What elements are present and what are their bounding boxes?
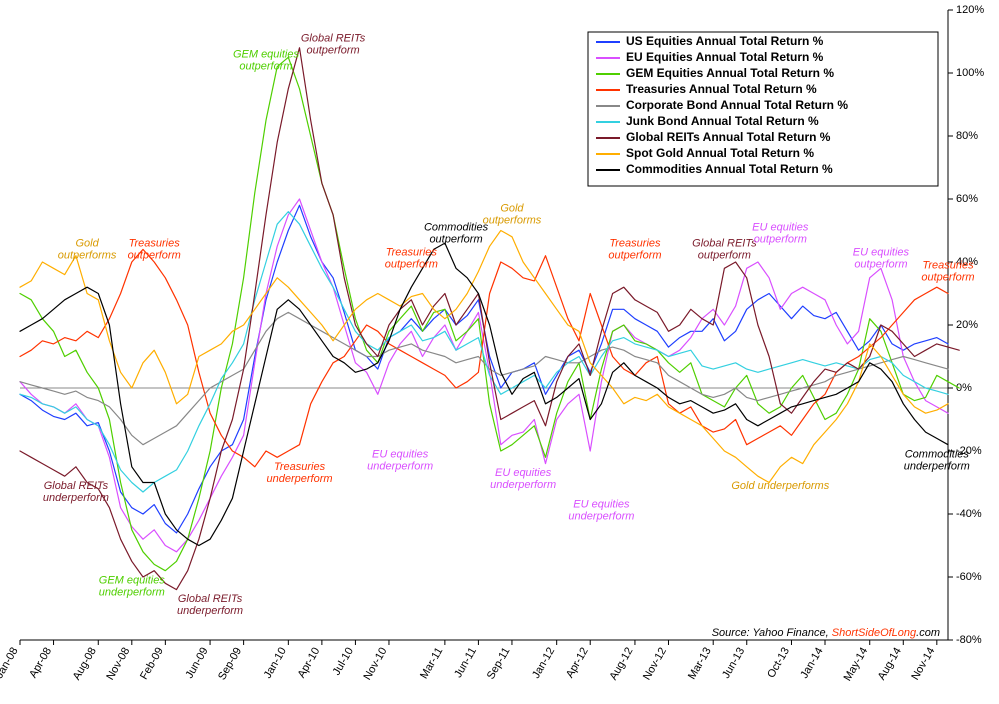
chart-annotation: outperform bbox=[921, 271, 974, 283]
y-tick-label: 120% bbox=[956, 4, 984, 16]
x-tick-label: Jun-11 bbox=[452, 646, 479, 680]
x-tick-label: Oct-13 bbox=[765, 646, 792, 681]
chart-annotation: Global REITs bbox=[44, 480, 109, 492]
x-tick-label: Aug-14 bbox=[876, 646, 904, 683]
chart-container: -80%-60%-40%-20%0%20%40%60%80%100%120%Ja… bbox=[0, 0, 999, 704]
source-citation: Source: Yahoo Finance, ShortSideOfLong.c… bbox=[712, 627, 940, 639]
x-tick-label: Mar-13 bbox=[686, 646, 714, 682]
legend-label: Corporate Bond Annual Total Return % bbox=[626, 98, 848, 112]
chart-annotation: outperform bbox=[128, 249, 181, 261]
x-tick-label: Nov-08 bbox=[104, 646, 132, 683]
chart-annotation: underperform bbox=[367, 460, 433, 472]
chart-annotation: Global REITs bbox=[692, 237, 757, 249]
x-tick-label: Sep-11 bbox=[485, 646, 513, 682]
y-tick-label: 80% bbox=[956, 130, 978, 142]
chart-annotation: GEM equities bbox=[99, 574, 166, 586]
y-tick-label: -60% bbox=[956, 571, 982, 583]
chart-annotation: Treasuries bbox=[129, 237, 181, 249]
x-tick-label: Aug-12 bbox=[607, 646, 635, 683]
chart-annotation: underperform bbox=[568, 511, 634, 523]
x-tick-label: Nov-10 bbox=[361, 646, 389, 683]
chart-annotation: outperform bbox=[854, 259, 907, 271]
x-tick-label: Nov-14 bbox=[909, 646, 937, 683]
y-tick-label: 60% bbox=[956, 193, 978, 205]
x-tick-label: Jun-13 bbox=[720, 646, 747, 681]
x-tick-label: May-14 bbox=[842, 646, 871, 684]
chart-annotation: outperforms bbox=[58, 249, 117, 261]
y-tick-label: -40% bbox=[956, 508, 982, 520]
chart-annotation: EU equities bbox=[853, 247, 910, 259]
chart-annotation: outperform bbox=[698, 249, 751, 261]
chart-annotation: Global REITs bbox=[178, 593, 243, 605]
chart-annotation: Global REITs bbox=[301, 33, 366, 45]
legend-label: Junk Bond Annual Total Return % bbox=[626, 114, 819, 128]
chart-annotation: Treasuries bbox=[922, 259, 974, 271]
chart-annotation: Gold bbox=[500, 203, 524, 215]
chart-annotation: outperform bbox=[429, 234, 482, 246]
chart-annotation: underperform bbox=[266, 473, 332, 485]
legend-label: Commodities Annual Total Return % bbox=[626, 162, 833, 176]
x-tick-label: Feb-09 bbox=[138, 646, 166, 682]
x-tick-label: Jul-10 bbox=[331, 646, 356, 678]
chart-annotation: outperform bbox=[239, 60, 292, 72]
chart-annotation: Treasuries bbox=[274, 461, 326, 473]
y-tick-label: 100% bbox=[956, 67, 984, 79]
chart-annotation: EU equities bbox=[752, 222, 809, 234]
x-tick-label: Jan-10 bbox=[262, 646, 289, 681]
x-tick-label: Apr-08 bbox=[27, 646, 54, 681]
x-tick-label: Apr-10 bbox=[296, 646, 323, 681]
chart-annotation: EU equities bbox=[495, 467, 552, 479]
chart-annotation: Treasuries bbox=[386, 247, 438, 259]
chart-annotation: outperforms bbox=[483, 215, 542, 227]
chart-annotation: EU equities bbox=[372, 448, 429, 460]
chart-annotation: underperform bbox=[43, 492, 109, 504]
x-tick-label: Sep-09 bbox=[216, 646, 244, 683]
chart-annotation: GEM equities bbox=[233, 48, 300, 60]
legend-label: Global REITs Annual Total Return % bbox=[626, 130, 831, 144]
chart-annotation: Commodities bbox=[905, 448, 970, 460]
chart-annotation: underperform bbox=[490, 479, 556, 491]
legend-label: Spot Gold Annual Total Return % bbox=[626, 146, 814, 160]
chart-annotation: Commodities bbox=[424, 222, 489, 234]
chart-annotation: underperform bbox=[177, 605, 243, 617]
chart-annotation: Gold bbox=[75, 237, 99, 249]
legend-label: GEM Equities Annual Total Return % bbox=[626, 66, 834, 80]
chart-annotation: outperform bbox=[754, 234, 807, 246]
chart-annotation: Treasuries bbox=[609, 237, 661, 249]
chart-annotation: underperform bbox=[99, 586, 165, 598]
x-tick-label: Mar-11 bbox=[418, 646, 445, 681]
legend-label: Treasuries Annual Total Return % bbox=[626, 82, 817, 96]
legend-label: US Equities Annual Total Return % bbox=[626, 34, 824, 48]
x-tick-label: Aug-08 bbox=[71, 646, 99, 683]
x-tick-label: Jun-09 bbox=[183, 646, 210, 681]
chart-annotation: outperform bbox=[306, 45, 359, 57]
y-tick-label: -80% bbox=[956, 634, 982, 646]
x-tick-label: Apr-12 bbox=[564, 646, 591, 681]
x-tick-label: Jan-08 bbox=[0, 646, 21, 681]
line-chart: -80%-60%-40%-20%0%20%40%60%80%100%120%Ja… bbox=[0, 0, 999, 704]
chart-annotation: outperform bbox=[608, 249, 661, 261]
x-tick-label: Jan-14 bbox=[798, 646, 825, 681]
chart-annotation: Gold underperforms bbox=[731, 480, 829, 492]
chart-annotation: outperform bbox=[385, 259, 438, 271]
x-tick-label: Nov-12 bbox=[641, 646, 669, 683]
x-tick-label: Jan-12 bbox=[530, 646, 557, 681]
legend-label: EU Equities Annual Total Return % bbox=[626, 50, 824, 64]
chart-annotation: EU equities bbox=[573, 499, 630, 511]
y-tick-label: 20% bbox=[956, 319, 978, 331]
series-line bbox=[20, 243, 948, 545]
chart-annotation: underperform bbox=[904, 460, 970, 472]
